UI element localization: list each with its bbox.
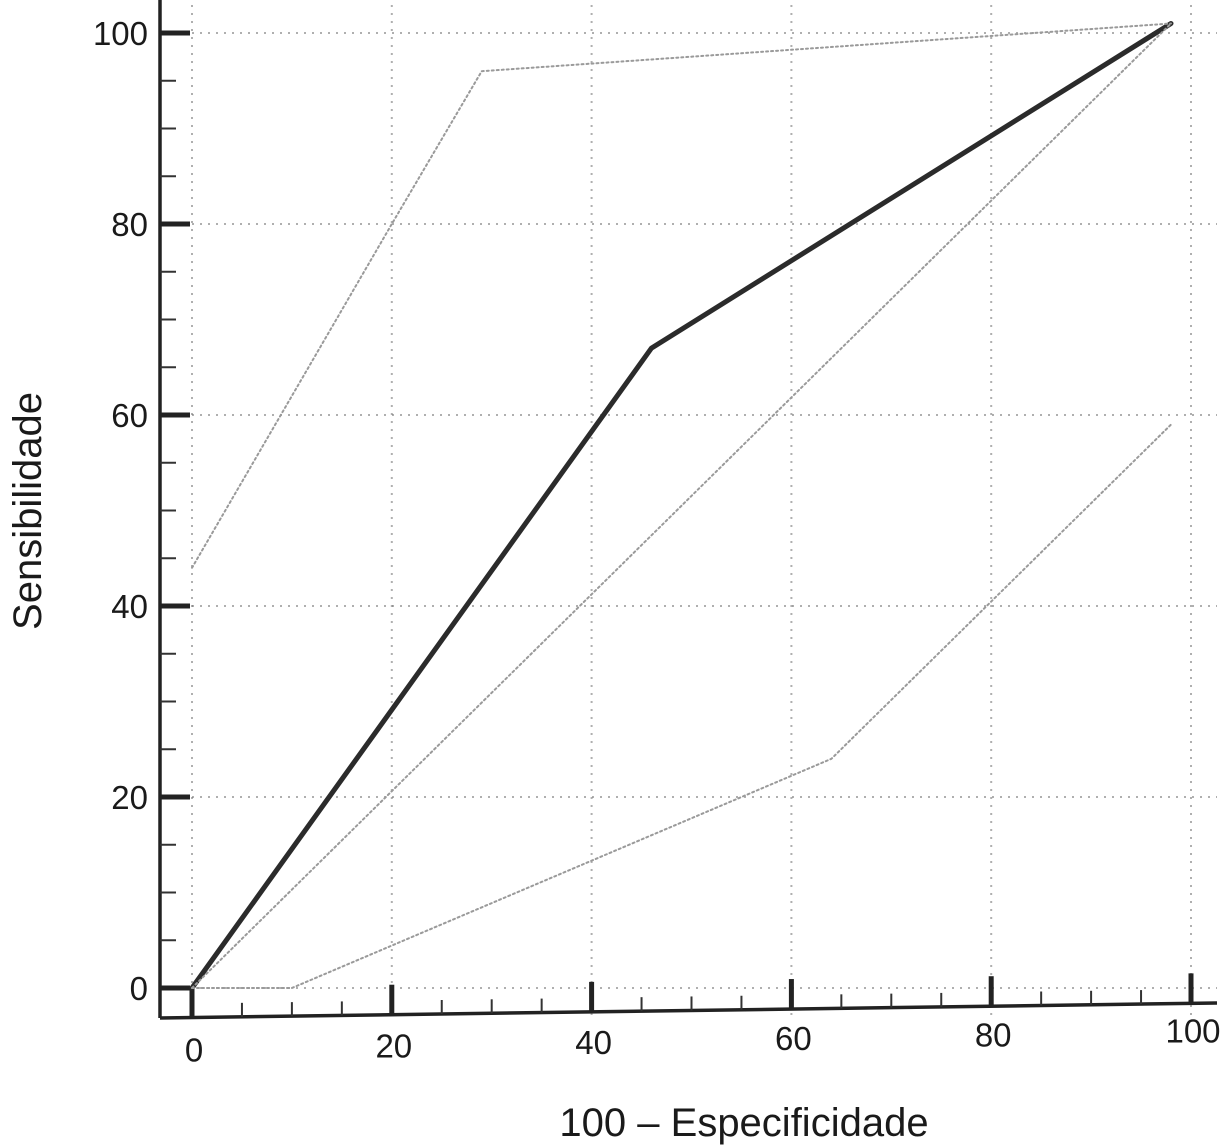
series-line-3	[191, 22, 1172, 989]
x-tick-label: 20	[375, 1028, 412, 1065]
y-axis-title: Sensibilidade	[6, 392, 50, 630]
series-line-4	[191, 423, 1172, 989]
tick-labels: 0 20 40 60 80 100 0 20 40 60 80 100	[93, 15, 1221, 1068]
y-tick-label: 40	[111, 588, 148, 625]
x-axis-title: 100 – Especificidade	[559, 1101, 928, 1145]
x-tick-label: 60	[775, 1020, 812, 1057]
grid-lines	[160, 5, 1217, 1018]
x-tick-label: 40	[575, 1024, 612, 1061]
x-tick-label: 80	[975, 1016, 1012, 1053]
series-line-1	[189, 21, 1174, 991]
series-line-2	[191, 22, 1172, 569]
y-tick-label: 0	[130, 970, 148, 1007]
series-lines	[189, 21, 1174, 991]
y-tick-label: 100	[93, 15, 148, 52]
x-axis-line	[159, 1001, 1218, 1020]
axes	[158, 0, 1218, 1020]
x-tick-label: 100	[1165, 1012, 1220, 1049]
y-tick-label: 60	[111, 397, 148, 434]
y-tick-label: 20	[111, 779, 148, 816]
y-tick-label: 80	[111, 206, 148, 243]
x-tick-label: 0	[185, 1031, 203, 1068]
